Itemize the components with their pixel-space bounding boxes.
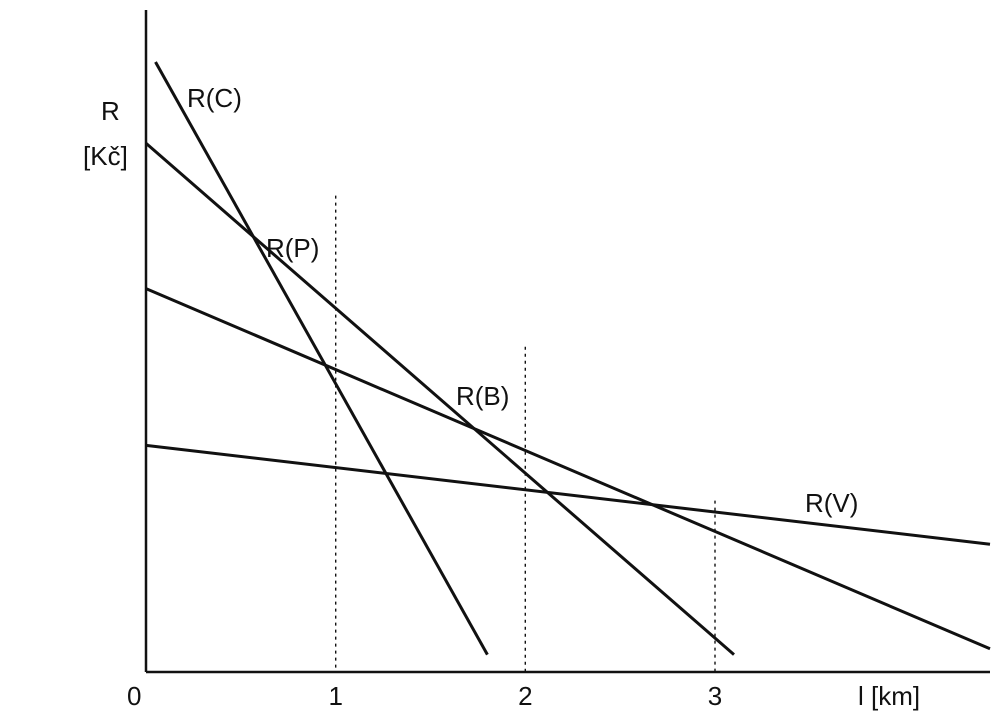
y-axis-label-symbol: R <box>101 96 120 126</box>
series-label-rv: R(V) <box>805 488 858 518</box>
series-label-rc: R(C) <box>187 83 242 113</box>
x-axis-label: l [km] <box>858 681 920 711</box>
x-tick-labels: 1 2 3 <box>328 681 722 711</box>
series-label-rp: R(P) <box>266 233 319 263</box>
series-line-rv <box>145 443 991 546</box>
series-line-rp <box>145 142 735 656</box>
y-axis-label-unit: [Kč] <box>83 141 128 171</box>
axes <box>144 10 990 674</box>
series-label-rb: R(B) <box>456 381 509 411</box>
series-line-rc <box>154 61 489 656</box>
origin-label: 0 <box>127 681 141 711</box>
series-lines <box>145 61 991 656</box>
reference-lines <box>335 195 716 672</box>
x-tick-label-2: 2 <box>518 681 532 711</box>
x-tick-label-1: 1 <box>328 681 342 711</box>
series-line-rb <box>145 287 991 651</box>
x-tick-label-3: 3 <box>708 681 722 711</box>
